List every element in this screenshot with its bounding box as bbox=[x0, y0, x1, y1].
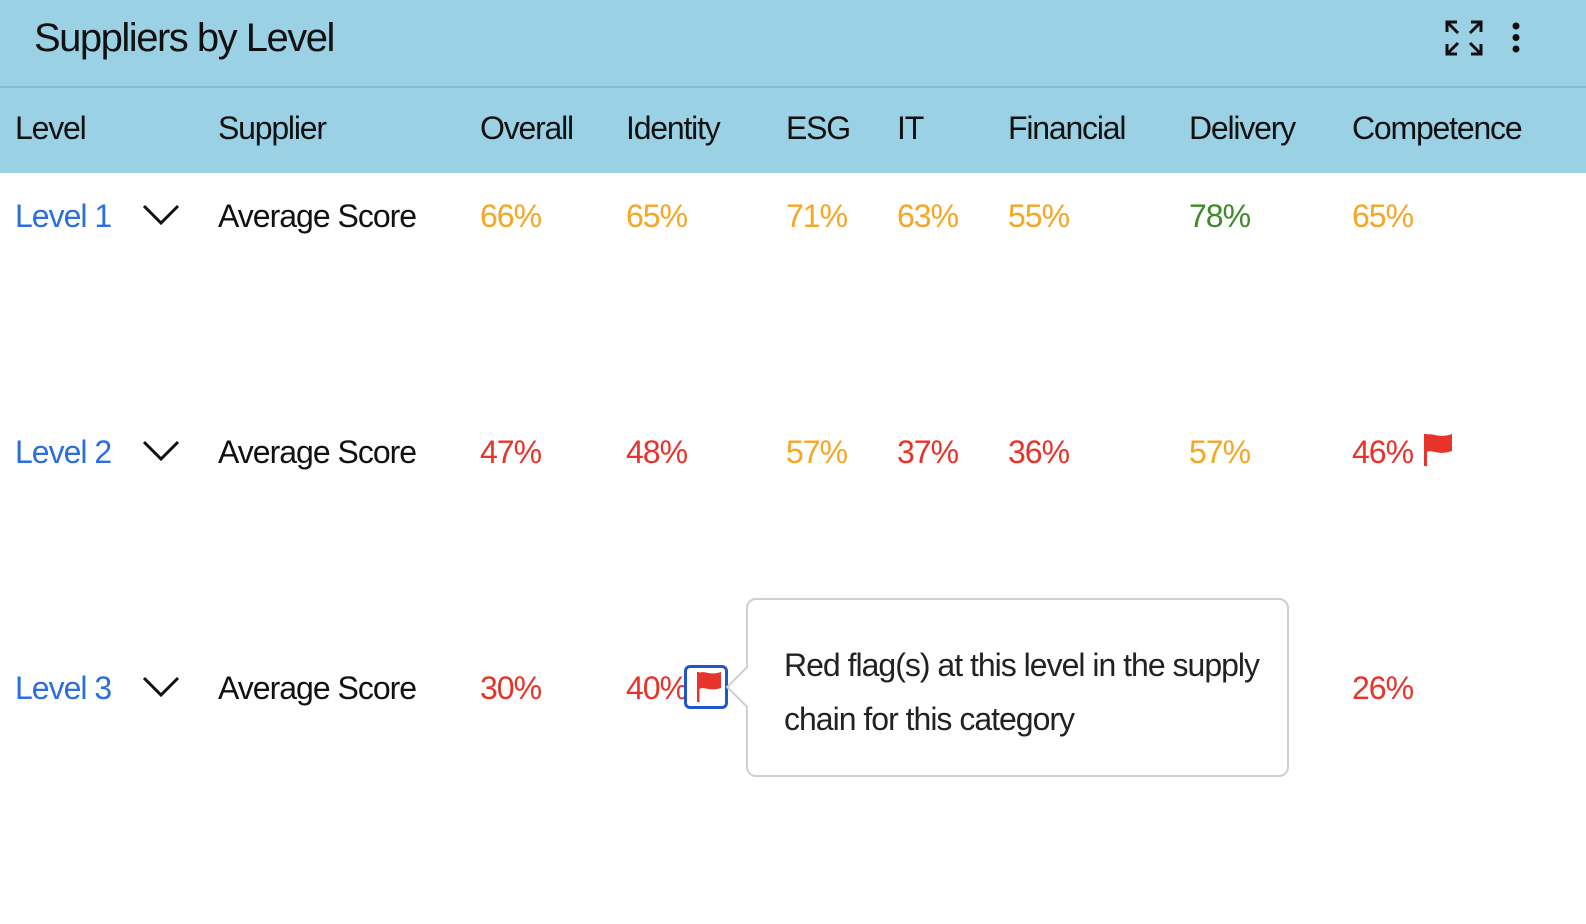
score-financial: 55% bbox=[1008, 198, 1070, 234]
score-competence: 46% bbox=[1352, 434, 1414, 470]
score-competence: 26% bbox=[1352, 670, 1414, 706]
column-header-delivery[interactable]: Delivery bbox=[1189, 110, 1296, 146]
score-competence: 65% bbox=[1352, 198, 1414, 234]
expand-icon[interactable] bbox=[1444, 19, 1484, 62]
level-link[interactable]: Level 1 bbox=[15, 198, 112, 234]
column-header-identity[interactable]: Identity bbox=[626, 110, 721, 146]
score-esg: 57% bbox=[786, 434, 848, 470]
score-overall: 66% bbox=[480, 198, 542, 234]
supplier-cell: Average Score bbox=[218, 434, 417, 470]
score-esg: 71% bbox=[786, 198, 848, 234]
score-delivery: 57% bbox=[1189, 434, 1251, 470]
red-flag-button-focused[interactable] bbox=[684, 665, 728, 709]
score-overall: 47% bbox=[480, 434, 542, 470]
widget-header: Suppliers by Level bbox=[0, 0, 1586, 88]
table-row: Level 1 Average Score 66% 65% 71% 63% 55% 78% 65… bbox=[0, 174, 1586, 410]
column-header-competence[interactable]: Competence bbox=[1352, 110, 1523, 146]
supplier-cell: Average Score bbox=[218, 198, 417, 234]
tooltip-text: Red flag(s) at this level in the supply … bbox=[784, 647, 1260, 737]
score-it: 37% bbox=[897, 434, 959, 470]
chevron-down-icon[interactable] bbox=[142, 204, 180, 231]
red-flag-tooltip: Red flag(s) at this level in the supply … bbox=[725, 598, 1289, 777]
score-it: 63% bbox=[897, 198, 959, 234]
column-header-it[interactable]: IT bbox=[897, 110, 924, 146]
table-row: Level 3 Average Score 30% 40% 26% bbox=[0, 646, 1586, 882]
level-link[interactable]: Level 3 bbox=[15, 670, 112, 706]
column-header-esg[interactable]: ESG bbox=[786, 110, 851, 146]
column-header-financial[interactable]: Financial bbox=[1008, 110, 1126, 146]
chevron-down-icon[interactable] bbox=[142, 676, 180, 703]
score-overall: 30% bbox=[480, 670, 542, 706]
table-header: Level Supplier Overall Identity ESG IT F… bbox=[0, 88, 1586, 173]
supplier-cell: Average Score bbox=[218, 670, 417, 706]
score-identity: 40% bbox=[626, 670, 688, 706]
column-header-level[interactable]: Level bbox=[15, 110, 87, 146]
table-row: Level 2 Average Score 47% 48% 57% 37% 36% 57% 46… bbox=[0, 410, 1586, 646]
level-link[interactable]: Level 2 bbox=[15, 434, 112, 470]
column-header-overall[interactable]: Overall bbox=[480, 110, 574, 146]
chevron-down-icon[interactable] bbox=[142, 440, 180, 467]
score-financial: 36% bbox=[1008, 434, 1070, 470]
column-header-supplier[interactable]: Supplier bbox=[218, 110, 327, 146]
score-delivery: 78% bbox=[1189, 198, 1251, 234]
red-flag-icon[interactable] bbox=[1422, 432, 1454, 473]
widget-title: Suppliers by Level bbox=[34, 16, 335, 60]
score-identity: 48% bbox=[626, 434, 688, 470]
more-vertical-icon[interactable] bbox=[1510, 22, 1522, 59]
score-identity: 65% bbox=[626, 198, 688, 234]
